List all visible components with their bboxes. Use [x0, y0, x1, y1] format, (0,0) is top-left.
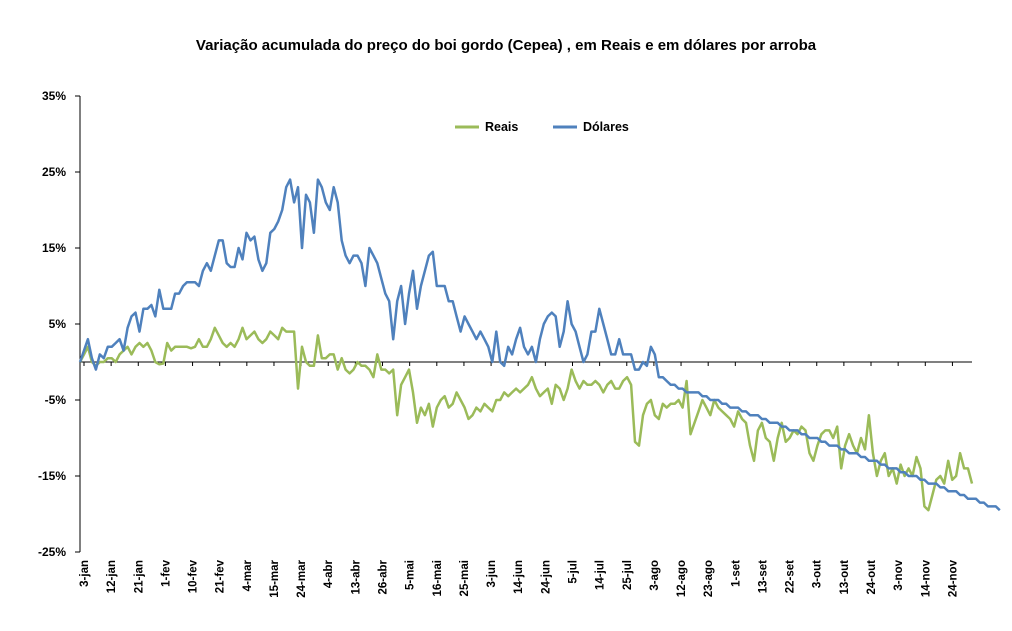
x-tick-label: 25-jul [622, 560, 634, 590]
x-tick-label: 24-jun [540, 560, 552, 594]
x-tick-label: 14-jun [513, 560, 525, 594]
y-tick-label: 25% [42, 165, 66, 179]
legend-label: Dólares [583, 120, 629, 134]
x-tick-label: 26-abr [378, 559, 390, 594]
legend: Reais Dólares [455, 120, 629, 134]
x-tick-label: 24-mar [296, 559, 308, 597]
y-tick-label: 5% [49, 317, 67, 331]
x-tick-label: 13-out [839, 560, 851, 595]
x-tick-label: 14-nov [920, 559, 932, 597]
x-tick-label: 1-set [730, 560, 742, 587]
y-tick-label: -5% [45, 393, 67, 407]
x-tick-label: 13-abr [350, 559, 362, 594]
y-tick-label: -15% [38, 469, 66, 483]
x-tick-label: 12-ago [676, 560, 688, 597]
x-tick-label: 13-set [757, 560, 769, 593]
x-tick-label: 5-mai [405, 560, 417, 590]
x-tick-label: 3-jun [486, 560, 498, 587]
x-tick-label: 12-jan [106, 560, 118, 593]
x-tick-label: 4-abr [323, 559, 335, 588]
y-tick-label: -25% [38, 545, 66, 559]
x-tick-label: 21-jan [133, 560, 145, 593]
y-tick-label: 15% [42, 241, 66, 255]
x-tick-label: 16-mai [432, 560, 444, 596]
series-lines [78, 178, 1001, 512]
y-tick-label: 35% [42, 89, 66, 103]
x-tick-label: 4-mar [242, 559, 254, 591]
series-line-dólares [78, 178, 1001, 512]
x-tick-label: 23-ago [703, 560, 715, 597]
x-tick-label: 15-mar [269, 559, 281, 597]
x-tick-label: 5-jul [567, 560, 579, 584]
x-axis-ticks: 3-jan 12-jan 21-jan 1-fev 10-fev 21-fev 4-mar 1… [79, 362, 959, 598]
x-tick-label: 3-jan [79, 560, 91, 587]
chart-title: Variação acumulada do preço do boi gordo… [196, 37, 817, 54]
x-tick-label: 10-fev [188, 559, 200, 593]
legend-label: Reais [485, 120, 518, 134]
x-tick-label: 3-nov [893, 559, 905, 590]
x-tick-label: 25-mai [459, 560, 471, 596]
x-tick-label: 3-ago [649, 560, 661, 591]
series-line-reais [78, 326, 974, 512]
x-tick-label: 14-jul [595, 560, 607, 590]
x-tick-label: 22-set [785, 560, 797, 593]
x-tick-label: 1-fev [160, 559, 172, 586]
y-axis-ticks: -25% -15% -5% 5% 15% 25% 35% [38, 89, 80, 559]
x-tick-label: 24-nov [947, 559, 959, 597]
axes [79, 96, 972, 552]
x-tick-label: 21-fev [215, 559, 227, 593]
x-tick-label: 24-out [866, 560, 878, 595]
x-tick-label: 3-out [812, 560, 824, 588]
